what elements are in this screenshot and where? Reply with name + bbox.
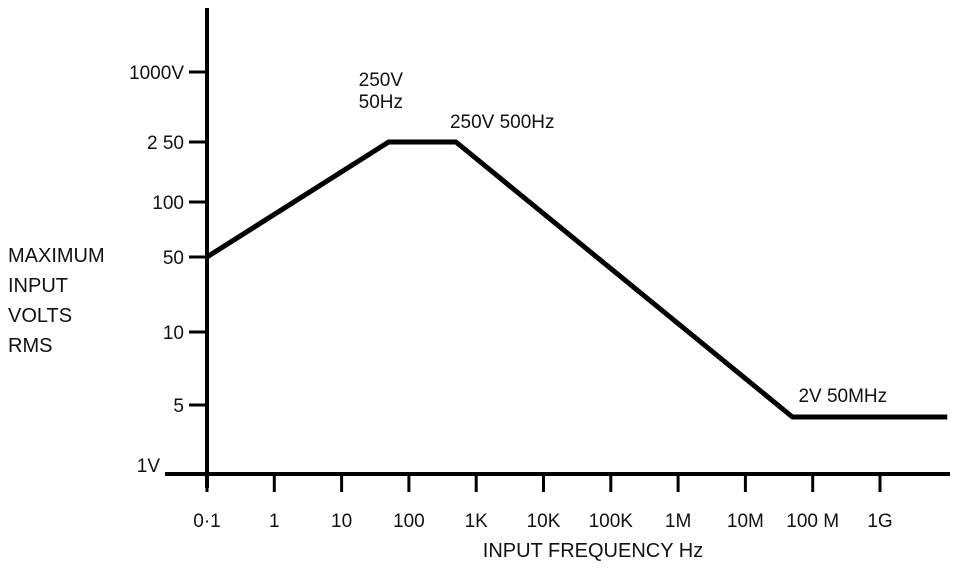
x-tick-label: 10K (527, 511, 561, 532)
y-tick-label: 10 (163, 323, 184, 344)
x-tick-label: 1 (269, 511, 280, 532)
axes (165, 8, 950, 488)
x-tick-label: 100K (589, 511, 634, 532)
x-axis-title: INPUT FREQUENCY Hz (483, 540, 703, 562)
x-tick-label: 1M (665, 511, 691, 532)
x-tick-label: 0·1 (193, 511, 220, 532)
y-axis-title-line: RMS (8, 335, 52, 357)
annotation-label: 250V 50Hz (359, 70, 404, 113)
x-tick-label: 10M (727, 511, 764, 532)
y-tick-label: 50 (163, 248, 184, 269)
y-axis-title-line: VOLTS (8, 305, 72, 327)
y-ticks: 1V 5 10 50 100 2 50 1000V (129, 63, 207, 477)
y-tick-label: 100 (152, 193, 184, 214)
annotations: 250V 50Hz 250V 500Hz 2V 50MHz (359, 70, 888, 407)
y-axis-title-line: INPUT (8, 275, 68, 297)
x-tick-label: 1G (867, 511, 892, 532)
series-line (205, 139, 948, 420)
y-axis-title-line: MAXIMUM (8, 245, 105, 267)
x-tick-label: 100 M (786, 511, 839, 532)
x-ticks: 0·1 1 10 100 1K 10K 100K 1M 10M 100 M 1G (193, 474, 893, 532)
y-tick-label: 5 (173, 396, 184, 417)
y-tick-label: 2 50 (147, 133, 184, 154)
annotation-label: 250V 500Hz (450, 112, 555, 133)
x-tick-label: 10 (331, 511, 352, 532)
x-tick-label: 1K (465, 511, 489, 532)
y-tick-label: 1V (137, 456, 161, 477)
series (205, 139, 948, 420)
y-tick-label: 1000V (129, 63, 184, 84)
y-axis-title: MAXIMUM INPUT VOLTS RMS (8, 245, 105, 357)
annotation-label: 2V 50MHz (798, 386, 887, 407)
x-tick-label: 100 (393, 511, 425, 532)
